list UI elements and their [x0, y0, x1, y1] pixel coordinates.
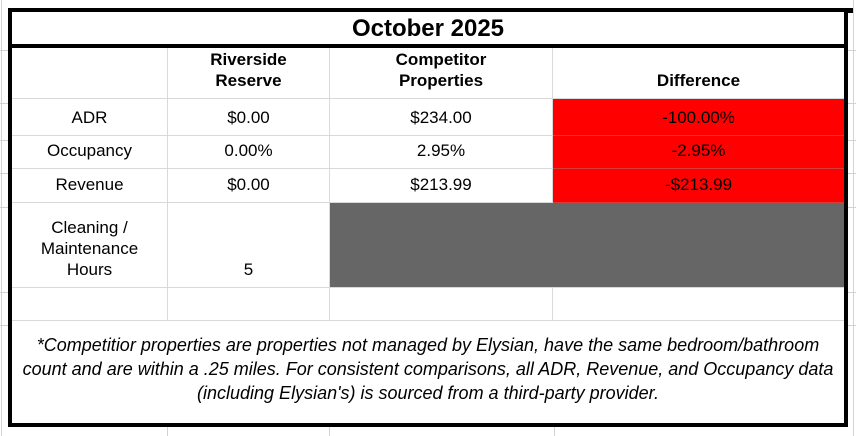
- outer-gridline: [848, 50, 856, 51]
- revenue-riverside-value[interactable]: $0.00: [168, 169, 330, 203]
- occupancy-difference-value[interactable]: -2.95%: [553, 136, 844, 169]
- header-competitor-properties[interactable]: Competitor Properties: [330, 48, 553, 99]
- outer-gridline: [0, 207, 8, 208]
- outer-gridline: [848, 140, 856, 141]
- outer-gridline: [329, 427, 330, 436]
- table-title[interactable]: October 2025: [12, 12, 844, 48]
- top-border-extension: [848, 8, 853, 13]
- outer-gridline: [0, 140, 8, 141]
- header-competitor-properties-label: Competitor Properties: [395, 50, 487, 90]
- header-riverside-reserve-label: Riverside Reserve: [210, 50, 287, 90]
- row-label-occupancy[interactable]: Occupancy: [12, 136, 168, 169]
- outer-gridline: [848, 207, 856, 208]
- outer-gridline: [0, 292, 8, 293]
- adr-competitor-value[interactable]: $234.00: [330, 99, 553, 136]
- header-difference[interactable]: Difference: [553, 48, 844, 99]
- header-metric[interactable]: [12, 48, 168, 99]
- outer-gridline: [0, 50, 8, 51]
- header-riverside-reserve[interactable]: Riverside Reserve: [168, 48, 330, 99]
- outer-gridline: [554, 427, 555, 436]
- occupancy-competitor-value[interactable]: 2.95%: [330, 136, 553, 169]
- occupancy-riverside-value[interactable]: 0.00%: [168, 136, 330, 169]
- outer-gridline: [0, 325, 8, 326]
- revenue-difference-value[interactable]: -$213.99: [553, 169, 844, 203]
- outer-gridline: [848, 103, 856, 104]
- outer-gridline: [848, 292, 856, 293]
- row-label-revenue[interactable]: Revenue: [12, 169, 168, 203]
- footnote: *Competitior properties are properties n…: [22, 335, 834, 403]
- outer-gridline: [167, 427, 168, 436]
- revenue-competitor-value[interactable]: $213.99: [330, 169, 553, 203]
- adr-difference-value[interactable]: -100.00%: [553, 99, 844, 136]
- outer-gridline: [848, 325, 856, 326]
- outer-gridline: [1, 0, 2, 436]
- comparison-table: October 2025 Riverside Reserve Competito…: [8, 8, 848, 427]
- row-label-adr[interactable]: ADR: [12, 99, 168, 136]
- empty-cell[interactable]: [12, 288, 168, 321]
- cleaning-blocked-cell[interactable]: [330, 203, 844, 288]
- adr-riverside-value[interactable]: $0.00: [168, 99, 330, 136]
- row-label-cleaning-maintenance-hours[interactable]: Cleaning / Maintenance Hours: [12, 203, 168, 288]
- cleaning-riverside-value[interactable]: 5: [168, 203, 330, 288]
- outer-gridline: [853, 0, 854, 436]
- outer-gridline: [848, 173, 856, 174]
- outer-gridline: [0, 173, 8, 174]
- cleaning-label-text: Cleaning / Maintenance Hours: [40, 218, 139, 279]
- empty-cell[interactable]: [168, 288, 330, 321]
- empty-cell[interactable]: [553, 288, 844, 321]
- empty-cell[interactable]: [330, 288, 553, 321]
- outer-gridline: [0, 103, 8, 104]
- header-difference-label: Difference: [656, 71, 741, 90]
